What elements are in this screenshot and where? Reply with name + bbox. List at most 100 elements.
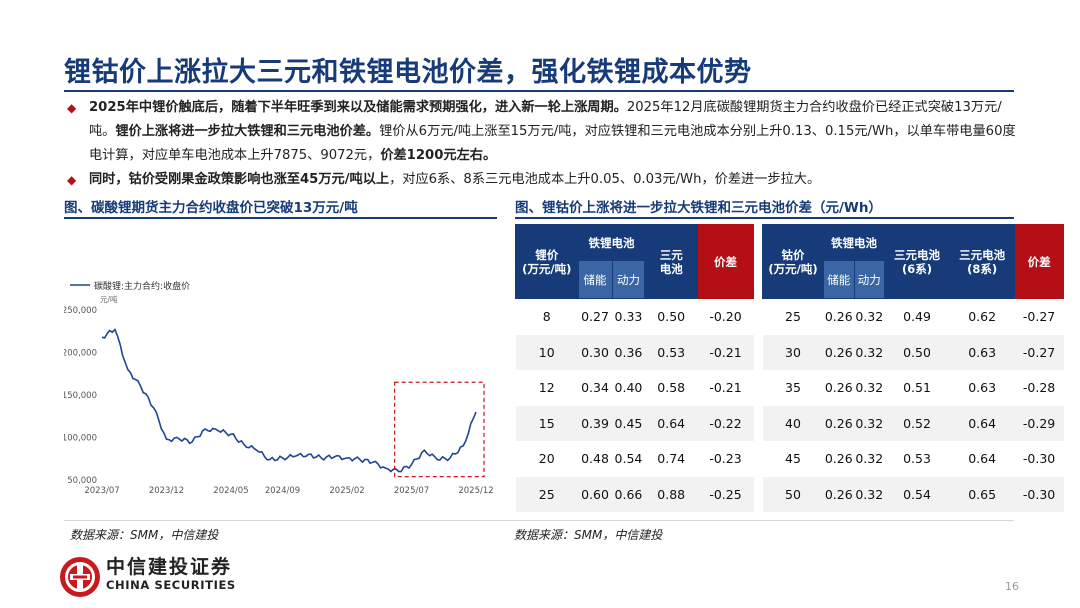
cell: 25 — [785, 309, 801, 325]
left-data-source: 数据来源：SMM，中信建投 — [70, 528, 219, 542]
cell: 30 — [762, 334, 824, 370]
header-ternary-6-series: 三元电池 (6系) — [883, 224, 951, 299]
header-lithium-price: 锂价 (万元/吨) — [515, 224, 579, 299]
series-line-lithium-carbonate — [101, 328, 477, 473]
y-tick-label: 50,000 — [67, 476, 97, 486]
cell: 0.54 — [884, 476, 950, 512]
cell: 0.40 — [614, 380, 643, 396]
cell: 0.64 — [644, 405, 698, 441]
title-divider — [64, 90, 1014, 92]
header-ternary-battery: 三元 电池 — [644, 224, 699, 299]
header-power: 动力 — [853, 260, 885, 299]
cell: 0.50 — [884, 334, 950, 370]
cell: 25 — [515, 476, 579, 512]
bullet-text: 锂价从6万元/吨上涨至15万元/吨，对应铁锂和三元电池成本分别上升0.13、0.… — [89, 124, 1016, 163]
table-row: 20 0.48 0.54 0.74 -0.23 — [516, 441, 754, 477]
cell: -0.28 — [1022, 380, 1056, 396]
bullet-bold-text: 价差1200元左右。 — [380, 148, 497, 163]
line-chart-svg: 碳酸锂:主力合约:收盘价 元/吨 250,000 200,000 150,000 10… — [62, 280, 494, 496]
bullet-item: ◆ 同时，钴价受刚果金政策影响也涨至45万元/吨以上，对应6系、8系三元电池成本上… — [64, 168, 1026, 192]
bullet-text: 2025年12月底碳酸锂期货主力合约收盘价已经正式突破13万元/吨。 — [89, 100, 1002, 139]
header-lfp-battery: 铁锂电池 — [823, 224, 885, 261]
cell: -0.30 — [1022, 451, 1056, 467]
y-tick-label: 100,000 — [64, 434, 97, 444]
cell: 0.66 — [612, 476, 645, 512]
cell: 0.26 — [823, 476, 854, 512]
diamond-bullet-icon: ◆ — [67, 173, 77, 187]
cell: 0.58 — [657, 380, 686, 396]
cell: 20 — [538, 451, 555, 467]
cell: 0.45 — [612, 405, 645, 441]
bullet-bold-text: 锂价上涨将进一步拉大铁锂和三元电池价差。 — [115, 124, 380, 139]
cell: 0.64 — [949, 405, 1015, 441]
left-figure-caption: 图、碳酸锂期货主力合约收盘价已突破13万元/吨 — [64, 200, 358, 216]
table-row: 25 0.26 0.32 0.49 0.62 -0.27 — [763, 299, 1064, 335]
y-tick-label: 200,000 — [64, 349, 97, 359]
cell: -0.30 — [1014, 476, 1064, 512]
cell: 0.32 — [854, 476, 885, 512]
y-tick-label: 150,000 — [64, 391, 97, 401]
cell: 0.63 — [968, 380, 997, 396]
table-row: 8 0.27 0.33 0.50 -0.20 — [516, 299, 754, 335]
cell: 0.74 — [657, 451, 686, 467]
header-ternary-8-series: 三元电池 (8系) — [949, 224, 1016, 299]
page-title: 锂钴价上涨拉大三元和铁锂电池价差，强化铁锂成本优势 — [64, 57, 752, 88]
cell: 0.36 — [612, 334, 645, 370]
cell: 0.30 — [578, 334, 613, 370]
x-tick-label: 2024/09 — [265, 486, 300, 496]
logo-english-name: CHINA SECURITIES — [106, 578, 236, 592]
cell: 0.51 — [903, 380, 931, 396]
table-row: 45 0.26 0.32 0.53 0.64 -0.30 — [763, 441, 1064, 477]
header-price-gap: 价差 — [697, 224, 754, 299]
table-row: 30 0.26 0.32 0.50 0.63 -0.27 — [762, 334, 1064, 370]
cell: 0.53 — [903, 451, 931, 467]
cell: 0.26 — [824, 451, 853, 467]
cell: 0.39 — [578, 405, 613, 441]
cell: 0.65 — [949, 476, 1015, 512]
cell: 0.32 — [855, 380, 884, 396]
cell: 0.27 — [581, 309, 609, 325]
cell: 0.49 — [903, 309, 931, 325]
cell: 50 — [762, 476, 824, 512]
cell: 0.34 — [581, 380, 609, 396]
x-tick-label: 2025/12 — [458, 486, 493, 496]
table-row: 40 0.26 0.32 0.52 0.64 -0.29 — [762, 405, 1064, 441]
cell: 0.48 — [581, 451, 609, 467]
table-row: 10 0.30 0.36 0.53 -0.21 — [515, 334, 754, 370]
cell: 0.26 — [824, 309, 853, 325]
cell: 0.63 — [949, 334, 1015, 370]
right-caption-divider — [515, 217, 1014, 219]
left-caption-divider — [64, 217, 497, 219]
cell: 0.60 — [578, 476, 613, 512]
cell: -0.20 — [709, 309, 742, 325]
cell: -0.21 — [709, 380, 742, 396]
header-storage: 储能 — [577, 260, 613, 299]
x-tick-label: 2024/05 — [213, 486, 248, 496]
cell: 0.33 — [614, 309, 643, 325]
page-number: 16 — [1005, 580, 1019, 593]
cell: 8 — [542, 309, 551, 325]
cell: 0.26 — [823, 334, 854, 370]
cell: 40 — [762, 405, 824, 441]
bullet-bold-text: 2025年中锂价触底后，随着下半年旺季到来以及储能需求预期强化，进入新一轮上涨周… — [89, 100, 627, 115]
diamond-bullet-icon: ◆ — [67, 101, 77, 115]
cell: 0.26 — [824, 380, 853, 396]
cell: 0.32 — [854, 405, 885, 441]
x-tick-label: 2023/07 — [84, 486, 119, 496]
cell: 0.32 — [854, 334, 885, 370]
right-data-source: 数据来源：SMM，中信建投 — [514, 528, 663, 542]
header-price-gap: 价差 — [1014, 224, 1064, 299]
cell: -0.25 — [697, 476, 754, 512]
cell: -0.29 — [1014, 405, 1064, 441]
x-tick-label: 2025/02 — [329, 486, 364, 496]
cell: -0.21 — [697, 334, 754, 370]
table-row: 15 0.39 0.45 0.64 -0.22 — [515, 405, 754, 441]
header-storage: 储能 — [823, 260, 855, 299]
citic-securities-logo-icon — [58, 555, 102, 603]
x-tick-label: 2025/07 — [394, 486, 429, 496]
footer-divider — [64, 520, 1014, 521]
cell: 0.32 — [855, 309, 884, 325]
header-lfp-battery: 铁锂电池 — [577, 224, 646, 261]
cell: 0.64 — [968, 451, 997, 467]
header-power: 动力 — [611, 260, 646, 299]
